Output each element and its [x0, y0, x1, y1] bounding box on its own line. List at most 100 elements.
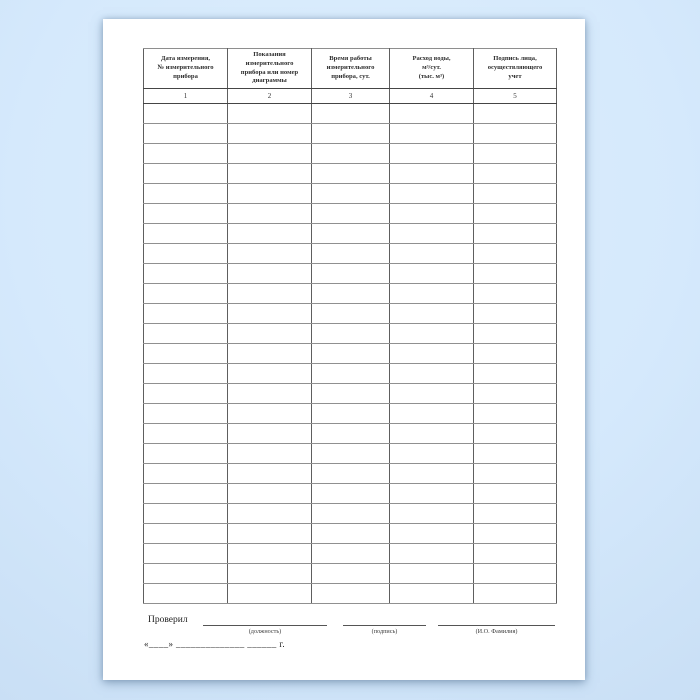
column-number-5: 5	[473, 88, 557, 104]
header-cell-col1: Дата измерения, № измерительного прибора	[143, 48, 228, 89]
empty-cell	[389, 563, 474, 584]
signature-field-name: (И.О. Фамилия)	[438, 612, 555, 635]
empty-cell	[311, 423, 390, 444]
column-number-row: 1 2 3 4 5	[143, 88, 557, 104]
empty-cell	[389, 303, 474, 324]
empty-cell	[143, 483, 228, 504]
empty-cell	[473, 383, 557, 404]
empty-cell	[389, 123, 474, 144]
table-row	[143, 583, 557, 604]
empty-cell	[311, 343, 390, 364]
table-row	[143, 243, 557, 264]
empty-cell	[473, 223, 557, 244]
header-cell-col2: Показания измерительного прибора или ном…	[227, 48, 312, 89]
checked-by-label: Проверил	[148, 615, 188, 625]
empty-cell	[389, 163, 474, 184]
empty-cell	[473, 583, 557, 604]
empty-cell	[227, 123, 312, 144]
empty-cell	[311, 283, 390, 304]
table-row	[143, 343, 557, 364]
empty-cell	[311, 543, 390, 564]
empty-cell	[143, 323, 228, 344]
empty-cell	[389, 483, 474, 504]
table-row	[143, 403, 557, 424]
empty-cell	[389, 203, 474, 224]
empty-cell	[389, 463, 474, 484]
empty-cell	[389, 223, 474, 244]
table-row	[143, 283, 557, 304]
table-row	[143, 523, 557, 544]
empty-cell	[143, 383, 228, 404]
empty-cell	[473, 463, 557, 484]
signature-field-position: (должность)	[203, 612, 327, 635]
empty-cell	[143, 423, 228, 444]
log-table: Дата измерения, № измерительного прибора…	[143, 48, 557, 604]
empty-cell	[311, 443, 390, 464]
header-cell-col4: Расход воды, м³/сут. (тыс. м³)	[389, 48, 474, 89]
empty-cell	[227, 323, 312, 344]
header-row: Дата измерения, № измерительного прибора…	[143, 48, 557, 89]
empty-cell	[389, 103, 474, 124]
empty-cell	[227, 243, 312, 264]
empty-cell	[473, 403, 557, 424]
table-body	[143, 103, 557, 604]
empty-cell	[227, 503, 312, 524]
empty-cell	[227, 443, 312, 464]
empty-cell	[389, 323, 474, 344]
empty-cell	[389, 383, 474, 404]
signature-label-signature: (подпись)	[371, 628, 398, 635]
empty-cell	[227, 163, 312, 184]
table-row	[143, 103, 557, 124]
empty-cell	[227, 403, 312, 424]
table-row	[143, 483, 557, 504]
empty-cell	[143, 363, 228, 384]
table-row	[143, 563, 557, 584]
table-row	[143, 263, 557, 284]
empty-cell	[311, 463, 390, 484]
empty-cell	[143, 403, 228, 424]
empty-cell	[227, 143, 312, 164]
empty-cell	[311, 383, 390, 404]
empty-cell	[473, 523, 557, 544]
empty-cell	[473, 323, 557, 344]
column-number-3: 3	[311, 88, 390, 104]
empty-cell	[311, 223, 390, 244]
table-row	[143, 443, 557, 464]
column-number-2: 2	[227, 88, 312, 104]
document-page: Дата измерения, № измерительного прибора…	[103, 19, 585, 680]
table-row	[143, 163, 557, 184]
column-number-4: 4	[389, 88, 474, 104]
empty-cell	[143, 523, 228, 544]
empty-cell	[143, 243, 228, 264]
empty-cell	[227, 283, 312, 304]
empty-cell	[143, 583, 228, 604]
empty-cell	[143, 283, 228, 304]
empty-cell	[227, 483, 312, 504]
empty-cell	[227, 203, 312, 224]
empty-cell	[389, 583, 474, 604]
empty-cell	[473, 143, 557, 164]
table-row	[143, 323, 557, 344]
empty-cell	[227, 343, 312, 364]
empty-cell	[311, 103, 390, 124]
empty-cell	[311, 363, 390, 384]
table-row	[143, 543, 557, 564]
empty-cell	[389, 403, 474, 424]
empty-cell	[473, 163, 557, 184]
empty-cell	[143, 143, 228, 164]
empty-cell	[473, 203, 557, 224]
empty-cell	[311, 323, 390, 344]
empty-cell	[143, 503, 228, 524]
empty-cell	[311, 203, 390, 224]
empty-cell	[473, 123, 557, 144]
empty-cell	[389, 263, 474, 284]
empty-cell	[311, 583, 390, 604]
empty-cell	[473, 183, 557, 204]
empty-cell	[311, 143, 390, 164]
empty-cell	[143, 163, 228, 184]
table-row	[143, 123, 557, 144]
table-row	[143, 423, 557, 444]
empty-cell	[389, 283, 474, 304]
empty-cell	[473, 543, 557, 564]
empty-cell	[473, 563, 557, 584]
